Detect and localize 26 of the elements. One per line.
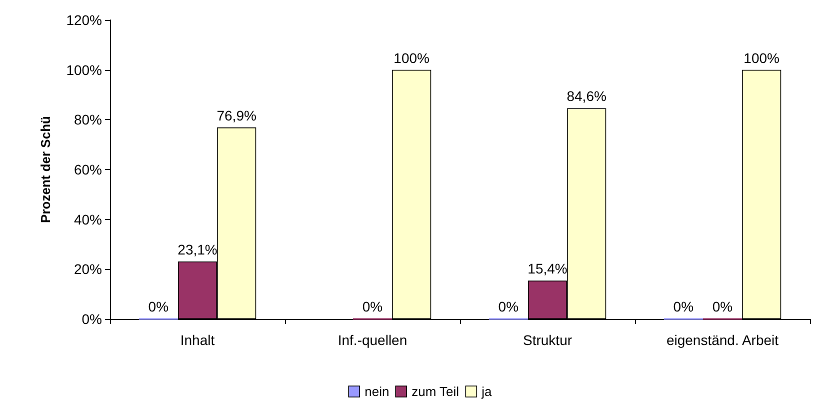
x-tick-label: Struktur [522,332,572,348]
data-label: 76,9% [216,107,256,124]
y-tick-label: 20% [74,261,102,278]
data-label: 0% [362,298,383,314]
data-label: 15,4% [528,260,568,277]
x-tick-label: Inf.-quellen [338,332,408,348]
y-tick-label: 100% [66,62,102,78]
data-label: 23,1% [178,241,218,258]
x-tick-label: eigenständ. Arbeit [666,332,779,348]
y-tick-label: 120% [66,12,102,28]
legend-label: ja [480,384,493,399]
data-label: 0% [712,298,733,314]
data-label: 0% [498,298,519,314]
legend-label: zum Teil [412,384,460,399]
y-tick-label: 40% [74,211,102,228]
legend-label: nein [364,384,390,399]
data-label: 100% [744,50,780,66]
y-tick-label: 80% [74,112,102,128]
x-tick-label: Inhalt [180,332,215,348]
data-label: 84,6% [566,88,606,104]
y-axis-title: Prozent der Schü [38,116,53,223]
data-label: 100% [394,50,430,66]
data-label: 0% [673,298,694,314]
y-tick-label: 60% [74,162,102,178]
data-label: 0% [148,298,169,314]
y-tick-label: 0% [82,311,102,327]
